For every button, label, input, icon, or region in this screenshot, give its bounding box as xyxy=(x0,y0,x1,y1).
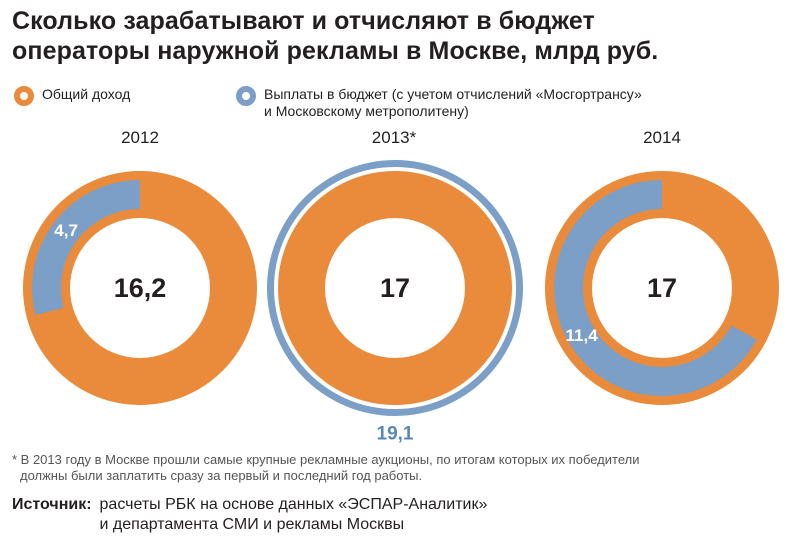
source-line-1: расчеты РБК на основе данных «ЭСПАР-Анал… xyxy=(99,496,488,513)
source-text: расчеты РБК на основе данных «ЭСПАР-Анал… xyxy=(100,495,488,535)
chart-title: Сколько зарабатывают и отчисляют в бюдже… xyxy=(12,6,792,66)
source-line-2: и департамента СМИ и рекламы Москвы xyxy=(99,516,405,533)
legend-income: Общий доход xyxy=(14,86,130,106)
footnote: * В 2013 году в Москве прошли самые круп… xyxy=(12,452,732,484)
budget-label-2014: 11,4 xyxy=(566,326,599,345)
legend-income-marker xyxy=(14,86,34,106)
title-line-1: Сколько зарабатывают и отчисляют в бюдже… xyxy=(12,7,595,35)
source-label: Источник: xyxy=(12,496,92,513)
legend-budget-line-2: и Московскому метрополитену) xyxy=(264,103,469,119)
title-line-2: операторы наружной рекламы в Москве, млр… xyxy=(12,37,659,65)
budget-arc-2012 xyxy=(32,180,140,315)
year-label-2014: 2014 xyxy=(643,128,681,147)
income-label-2014: 17 xyxy=(647,273,677,303)
footnote-line-2: должны были заплатить сразу за первый и … xyxy=(20,468,423,483)
budget-label-2013*: 19,1 xyxy=(377,424,414,445)
income-label-2012: 16,2 xyxy=(114,273,167,303)
legend-budget-marker xyxy=(236,86,256,106)
legend-income-label: Общий доход xyxy=(42,86,131,102)
year-label-2013: 2013* xyxy=(371,128,417,147)
income-ring-2013* xyxy=(278,171,512,405)
budget-label-2012: 4,7 xyxy=(54,221,78,240)
year-label-2012: 2012 xyxy=(121,128,159,147)
income-label-2013*: 17 xyxy=(380,273,410,303)
legend-budget: Выплаты в бюджет (с учетом отчислений «М… xyxy=(236,86,642,120)
source: Источник: расчеты РБК на основе данных «… xyxy=(12,495,487,535)
legend-budget-line-1: Выплаты в бюджет (с учетом отчислений «М… xyxy=(264,86,642,102)
footnote-line-1: * В 2013 году в Москве прошли самые круп… xyxy=(12,452,640,467)
donut-charts: 4,7 16,2 19,1 17 11,4 17 xyxy=(23,160,779,445)
legend-budget-label: Выплаты в бюджет (с учетом отчислений «М… xyxy=(264,86,642,120)
